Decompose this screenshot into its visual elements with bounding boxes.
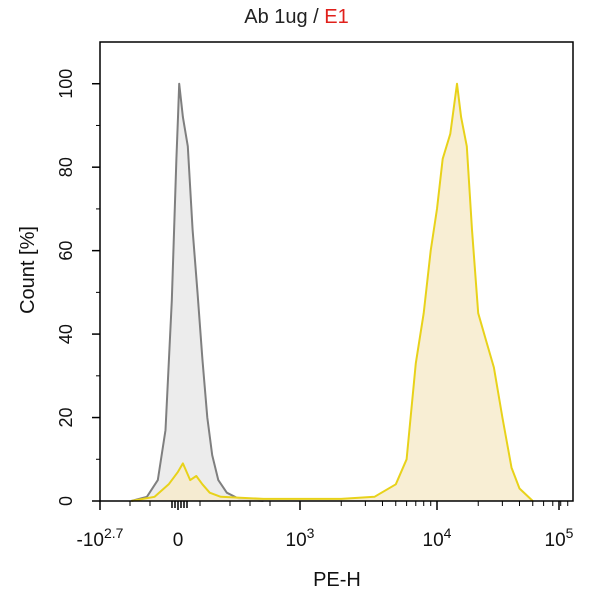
series-line-0 <box>131 82 264 502</box>
title-main: Ab 1ug <box>244 6 308 28</box>
y-tick-label-2: 40 <box>56 324 76 344</box>
series-fill-1 <box>131 83 533 501</box>
series-line-1 <box>131 82 534 502</box>
chart-title: Ab 1ug / E1 <box>0 6 593 29</box>
y-tick-label-0: 0 <box>56 496 76 506</box>
x-tick-label-3: 104 <box>423 525 452 551</box>
y-tick-label-1: 20 <box>56 408 76 428</box>
x-tick-label-0: -102.7 <box>77 525 124 551</box>
x-tick-label-4: 105 <box>545 525 574 551</box>
y-tick-label-4: 80 <box>56 157 76 177</box>
plot-frame <box>99 41 574 502</box>
x-tick-label-1: 0 <box>173 530 184 551</box>
title-accent: E1 <box>324 6 349 28</box>
y-axis-label: Count [%] <box>17 226 39 314</box>
y-tick-label-3: 60 <box>56 241 76 261</box>
y-tick-label-5: 100 <box>56 69 76 99</box>
x-axis-label: PE-H <box>313 569 361 591</box>
title-separator: / <box>307 6 325 28</box>
x-tick-label-2: 103 <box>286 525 315 551</box>
